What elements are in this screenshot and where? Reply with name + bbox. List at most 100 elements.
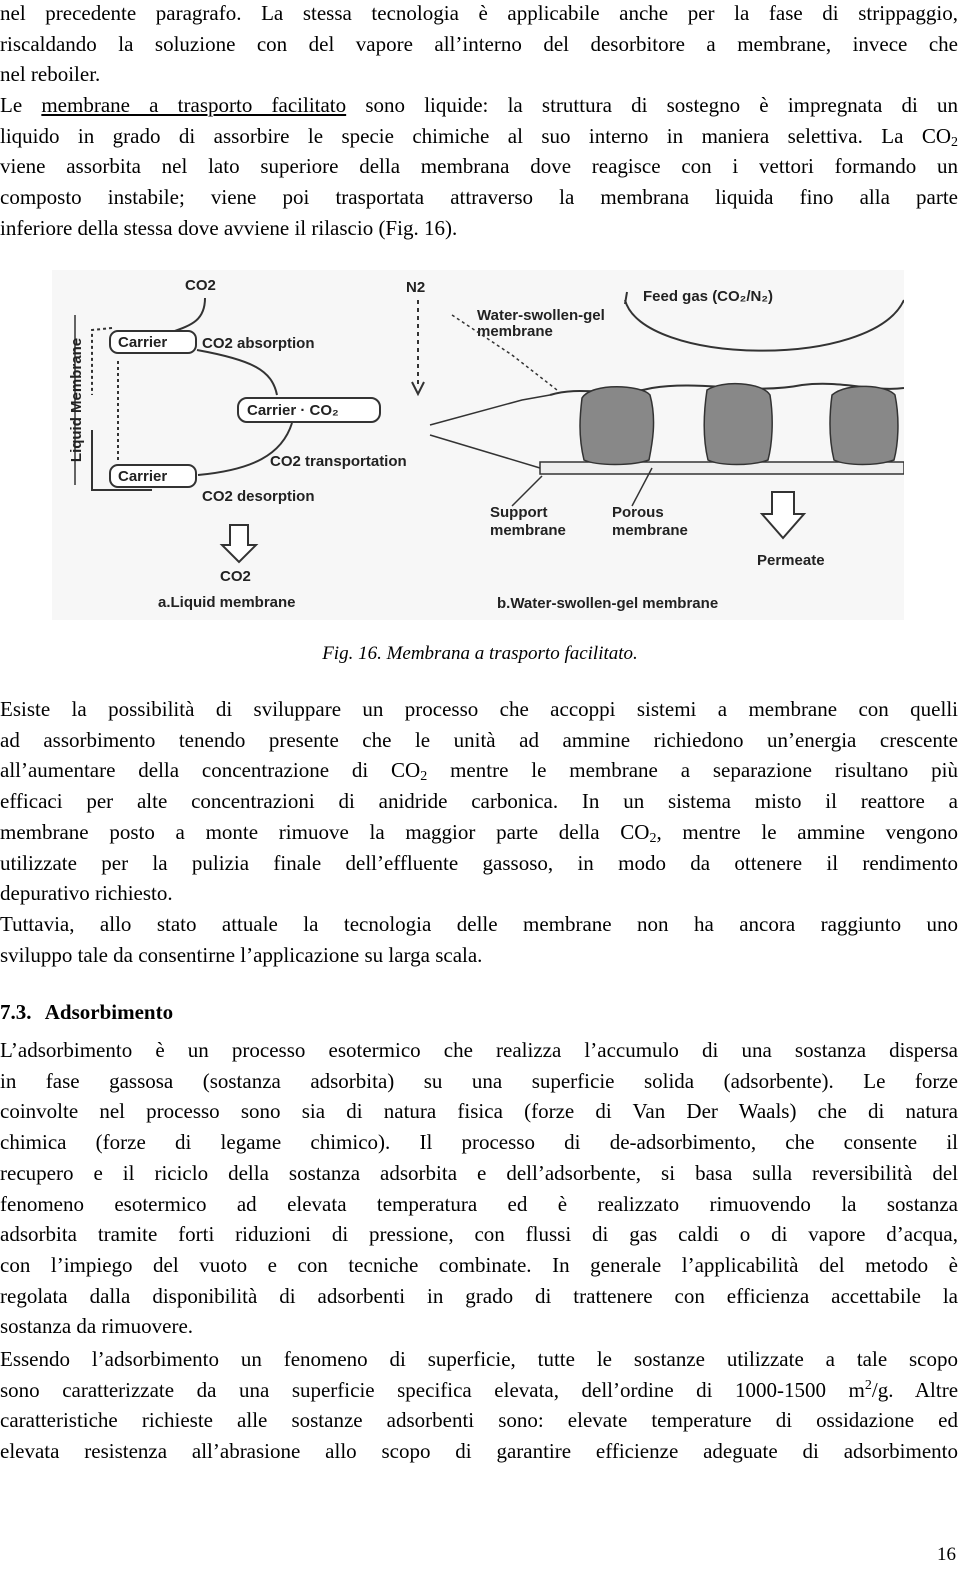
text-run: chimica (forze di legame chimico). Il pr… <box>0 1130 958 1155</box>
text-line: all’aumentare della concentrazione di CO… <box>0 755 958 786</box>
text-line: L’adsorbimento è un processo esotermico … <box>0 1035 958 1066</box>
text-line: efficaci per alte concentrazioni di anid… <box>0 786 958 817</box>
figure-label: Liquid Membrane <box>68 338 85 462</box>
section-title: Adsorbimento <box>44 1000 174 1024</box>
text-run: depurativo richiesto. <box>0 881 173 906</box>
text-line: Le membrane a trasporto facilitato sono … <box>0 90 958 121</box>
arrow <box>91 327 113 395</box>
text-run: /g. Altre <box>871 1377 958 1402</box>
text-line: caratteristiche richieste alle sostanze … <box>0 1405 958 1436</box>
arrow <box>91 430 152 491</box>
text-run: recupero e il riciclo della sostanza ads… <box>0 1160 958 1185</box>
text-line: recupero e il riciclo della sostanza ads… <box>0 1158 958 1189</box>
text-run: Essendo l’adsorbimento un fenomeno di su… <box>0 1347 958 1371</box>
text-run: sviluppo tale da consentirne l’applicazi… <box>0 942 483 967</box>
text-run: in fase gassosa (sostanza adsorbita) su … <box>0 1068 958 1093</box>
text-run: membrane posto a monte rimuove la maggio… <box>0 819 650 844</box>
figure-label: Carrier <box>118 468 167 485</box>
text-line: chimica (forze di legame chimico). Il pr… <box>0 1127 958 1158</box>
text-run: sono liquide: la struttura di sostegno è… <box>346 93 958 117</box>
subscript: 2 <box>649 830 657 846</box>
text-line: composto instabile; viene poi trasportat… <box>0 182 958 213</box>
paragraph: Esiste la possibilità di sviluppare un p… <box>0 694 958 909</box>
porous-block <box>829 385 899 466</box>
text-run: efficaci per alte concentrazioni di anid… <box>0 789 958 814</box>
text-run: L’adsorbimento è un processo esotermico … <box>0 1038 958 1062</box>
text-run: Esiste la possibilità di sviluppare un p… <box>0 697 958 721</box>
text-line: in fase gassosa (sostanza adsorbita) su … <box>0 1066 958 1097</box>
text-run: ad assorbimento tenendo presente che le … <box>0 727 958 752</box>
text-run: , mentre le ammine vengono <box>656 819 958 844</box>
text-run: adsorbita tramite forti riduzioni di pre… <box>0 1222 958 1247</box>
text-run: Tuttavia, allo stato attuale la tecnolog… <box>0 912 958 936</box>
text-run: mentre le membrane a separazione risulta… <box>427 758 958 783</box>
figure-label: CO2 <box>220 568 251 585</box>
figure-caption: Fig. 16. Membrana a trasporto facilitato… <box>322 643 638 664</box>
text-run: utilizzate per la pulizia finale dell’ef… <box>0 850 958 875</box>
arrow <box>411 381 425 397</box>
text-line: viene assorbita nel lato superiore della… <box>0 151 958 182</box>
text-line: riscaldando la soluzione con del vapore … <box>0 29 958 60</box>
paragraph: Le membrane a trasporto facilitato sono … <box>0 90 958 244</box>
text-line: sono caratterizzate da una superficie sp… <box>0 1375 958 1406</box>
text-line: inferiore della stessa dove avviene il r… <box>0 213 958 244</box>
text-line: Tuttavia, allo stato attuale la tecnolog… <box>0 909 958 940</box>
text-line: adsorbita tramite forti riduzioni di pre… <box>0 1219 958 1250</box>
figure-label: Support <box>490 504 548 521</box>
text-run: caratteristiche richieste alle sostanze … <box>0 1408 958 1433</box>
arrow <box>197 422 293 476</box>
figure-label: b.Water-swollen-gel membrane <box>497 595 718 612</box>
text-line: Essendo l’adsorbimento un fenomeno di su… <box>0 1344 958 1375</box>
outline <box>429 394 551 426</box>
figure: CO2 Carrier CO2 absorption Carrier · CO₂… <box>52 270 904 620</box>
text-run: viene assorbita nel lato superiore della… <box>0 154 958 179</box>
figure-label: CO2 transportation <box>270 453 407 470</box>
text-run: nel reboiler. <box>0 62 101 87</box>
figure-label: a.Liquid membrane <box>158 594 296 611</box>
text-run: fenomeno esotermico ad elevata temperatu… <box>0 1191 958 1216</box>
text-run: sono caratterizzate da una superficie sp… <box>0 1377 865 1402</box>
text-line: con l’impiego del vuoto e con tecniche c… <box>0 1250 958 1281</box>
text-run: nel precedente paragrafo. La stessa tecn… <box>0 1 958 25</box>
figure-label: N2 <box>406 279 425 296</box>
text-line: depurativo richiesto. <box>0 878 958 909</box>
text-run: Le <box>0 93 42 117</box>
text-run: sostanza da rimuovere. <box>0 1314 194 1339</box>
pointer <box>631 467 653 507</box>
arrow <box>196 349 278 396</box>
text-run: liquido in grado di assorbire le specie … <box>0 123 951 148</box>
arc <box>624 299 904 352</box>
text-run: riscaldando la soluzione con del vapore … <box>0 31 958 56</box>
text-line: Esiste la possibilità di sviluppare un p… <box>0 694 958 725</box>
text-run: regolata dalla disponibilità di adsorben… <box>0 1283 958 1308</box>
figure-label: Feed gas (CO₂/N₂) <box>643 288 773 305</box>
text-run: inferiore della stessa dove avviene il r… <box>0 215 458 240</box>
arrow <box>219 524 259 564</box>
figure-label: membrane <box>477 323 553 340</box>
figure-label: Permeate <box>757 552 825 569</box>
paragraph: L’adsorbimento è un processo esotermico … <box>0 1035 958 1342</box>
paragraph: nel precedente paragrafo. La stessa tecn… <box>0 0 958 90</box>
text-run: all’aumentare della concentrazione di CO <box>0 758 421 783</box>
subscript: 2 <box>420 769 428 785</box>
figure-label: CO2 absorption <box>202 335 315 352</box>
text-line: sostanza da rimuovere. <box>0 1311 958 1342</box>
figure-label: membrane <box>612 522 688 539</box>
text-run: composto instabile; viene poi trasportat… <box>0 185 958 210</box>
pointer <box>451 314 558 391</box>
text-run: con l’impiego del vuoto e con tecniche c… <box>0 1252 958 1277</box>
text-line: utilizzate per la pulizia finale dell’ef… <box>0 848 958 879</box>
figure-label: CO2 <box>185 277 216 294</box>
porous-block <box>579 386 655 466</box>
text-line: regolata dalla disponibilità di adsorben… <box>0 1281 958 1312</box>
figure-label: CO2 desorption <box>202 488 315 505</box>
section-heading: 7.3. Adsorbimento <box>0 997 173 1027</box>
text-line: membrane posto a monte rimuove la maggio… <box>0 817 958 848</box>
pointer <box>511 475 543 507</box>
arrow <box>759 491 807 540</box>
text-run: coinvolte nel processo sono sia di natur… <box>0 1099 958 1124</box>
text-line: sviluppo tale da consentirne l’applicazi… <box>0 940 958 971</box>
outline <box>429 434 541 469</box>
section-number: 7.3. <box>0 1000 32 1024</box>
